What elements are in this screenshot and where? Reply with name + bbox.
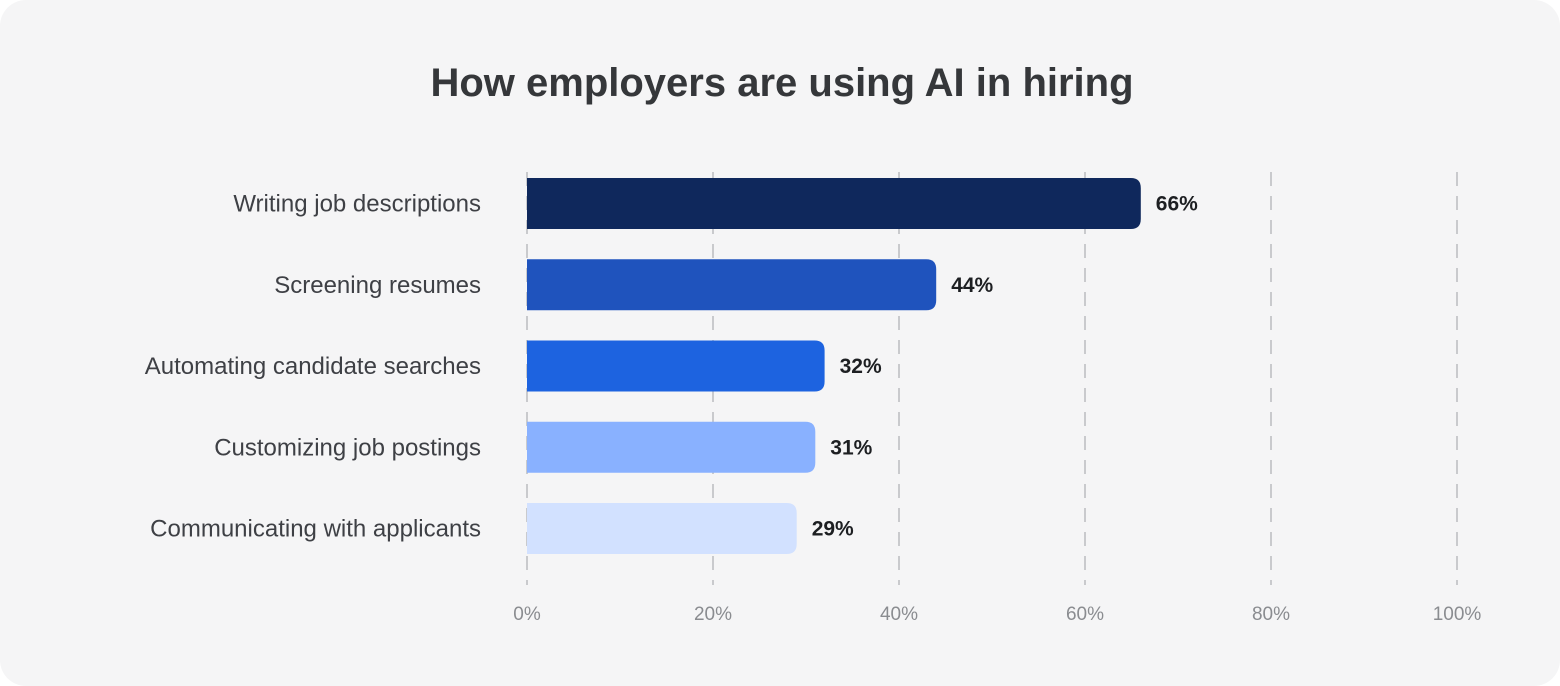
bar-0 [527,178,1141,229]
bar-1 [527,259,937,311]
category-label: Customizing job postings [214,434,481,461]
category-label: Communicating with applicants [150,516,481,543]
value-label: 44% [951,274,993,297]
value-label: 66% [1156,193,1198,216]
x-tick-label: 100% [1433,604,1482,625]
x-tick-label: 40% [880,604,918,625]
category-label: Automating candidate searches [145,353,481,380]
x-tick-label: 20% [694,604,732,625]
x-tick-label: 80% [1252,604,1290,625]
category-label: Writing job descriptions [233,191,481,218]
value-label: 29% [812,518,854,541]
bars-layer [527,178,1141,554]
bar-2 [527,340,825,392]
bar-3 [527,421,816,473]
category-label: Screening resumes [274,272,481,299]
x-tick-label: 60% [1066,604,1104,625]
chart-title: How employers are using AI in hiring [430,61,1133,105]
value-label: 31% [830,436,872,459]
labels-layer: Writing job descriptions 66% Screening res… [145,191,1198,543]
x-tick-label: 0% [513,604,541,625]
value-label: 32% [840,355,882,378]
bar-4 [527,503,797,554]
x-axis-ticks: 0% 20% 40% 60% 80% 100% [513,604,1481,625]
